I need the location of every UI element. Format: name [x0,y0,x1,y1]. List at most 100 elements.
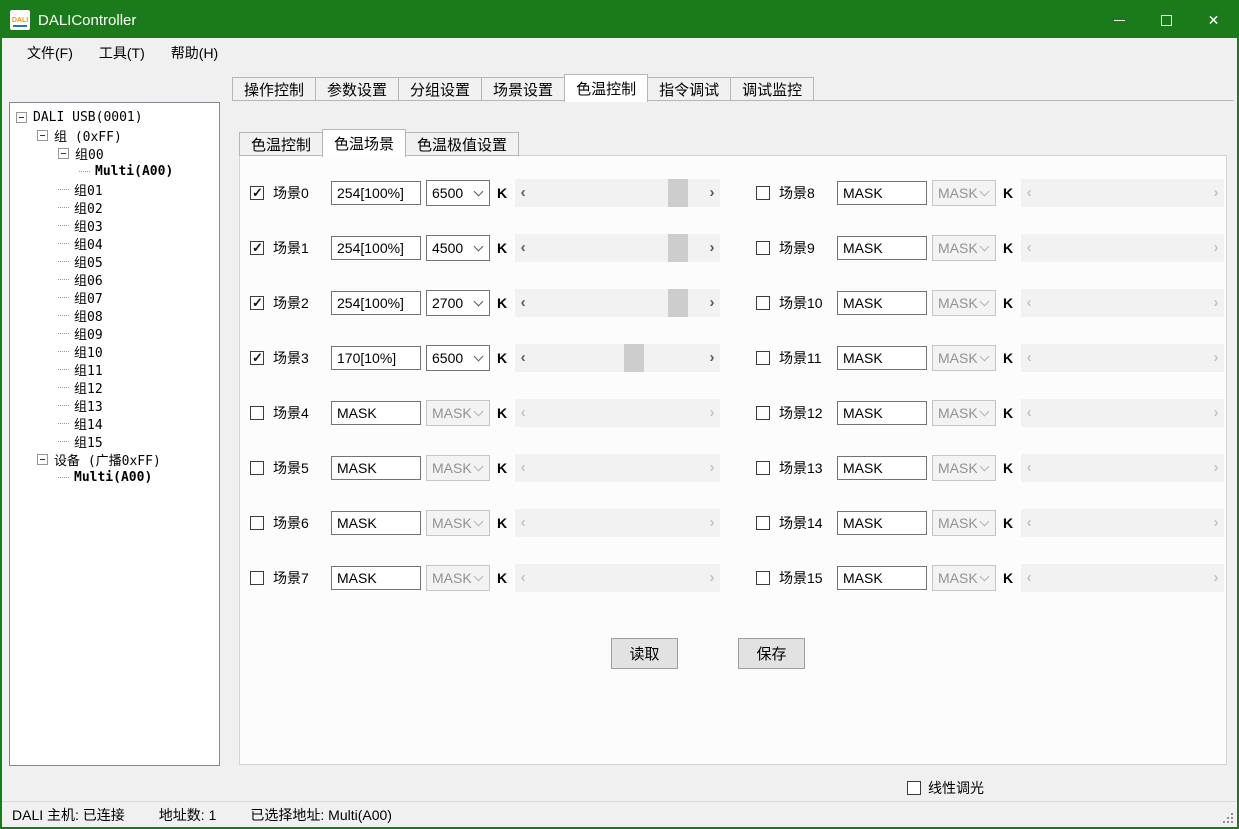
scene-temp-dropdown[interactable]: MASK [932,399,996,426]
scene-checkbox[interactable] [250,295,264,311]
scrollbar-thumb[interactable] [667,178,688,207]
tree-node-group14[interactable]: 组14 [10,414,219,433]
scene-scrollbar[interactable]: ‹ › [1021,398,1224,427]
scene-value-input[interactable] [331,400,421,425]
scene-temp-dropdown[interactable]: 2700 [426,289,490,316]
minimize-button[interactable] [1096,2,1143,38]
collapse-icon[interactable] [58,147,69,159]
scene-temp-dropdown[interactable]: 6500 [426,179,490,206]
scene-value-input[interactable] [837,290,927,315]
scene-scrollbar[interactable]: ‹ › [515,288,720,317]
scroll-left-icon[interactable]: ‹ [1026,239,1032,256]
scrollbar-track[interactable] [1037,234,1208,262]
tab-parameter-settings[interactable]: 参数设置 [315,77,400,101]
tree-node-device-multi[interactable]: Multi(A00) [10,468,219,486]
tree-node-group08[interactable]: 组08 [10,306,219,325]
scene-scrollbar[interactable]: ‹ › [515,178,720,207]
scroll-right-icon[interactable]: › [1213,294,1219,311]
scene-value-input[interactable] [837,400,927,425]
collapse-icon[interactable] [16,111,27,123]
maximize-button[interactable] [1143,2,1190,38]
scene-scrollbar[interactable]: ‹ › [1021,508,1224,537]
scroll-right-icon[interactable]: › [709,569,715,586]
tree-node-device-broadcast[interactable]: 设备 (广播0xFF) [10,450,219,469]
scroll-left-icon[interactable]: ‹ [520,239,526,256]
scene-value-input[interactable] [837,345,927,370]
scene-checkbox[interactable] [756,405,770,420]
scroll-left-icon[interactable]: ‹ [1026,569,1032,586]
scene-value-input[interactable] [331,345,421,370]
scene-value-input[interactable] [331,510,421,535]
scene-checkbox[interactable] [250,460,264,475]
scene-temp-dropdown[interactable]: MASK [932,564,996,591]
scene-scrollbar[interactable]: ‹ › [515,508,720,537]
scene-scrollbar[interactable]: ‹ › [1021,453,1224,482]
scene-temp-dropdown[interactable]: MASK [426,564,490,591]
collapse-icon[interactable] [37,453,48,465]
subtab-color-temp-scene[interactable]: 色温场景 [322,129,407,157]
scene-value-input[interactable] [331,235,421,260]
tab-color-temp-control[interactable]: 色温控制 [564,74,649,102]
tree-node-group11[interactable]: 组11 [10,360,219,379]
scene-scrollbar[interactable]: ‹ › [1021,233,1224,262]
scroll-right-icon[interactable]: › [709,404,715,421]
tree-node-group15[interactable]: 组15 [10,432,219,451]
tab-debug-monitor[interactable]: 调试监控 [730,77,815,101]
scrollbar-track[interactable] [531,288,704,317]
scrollbar-thumb[interactable] [667,233,688,262]
scroll-right-icon[interactable]: › [709,459,715,476]
tree-node-group13[interactable]: 组13 [10,396,219,415]
scene-scrollbar[interactable]: ‹ › [515,453,720,482]
scroll-right-icon[interactable]: › [1213,404,1219,421]
menu-help[interactable]: 帮助(H) [170,45,219,61]
scene-value-input[interactable] [837,455,927,480]
scroll-left-icon[interactable]: ‹ [1026,349,1032,366]
scroll-right-icon[interactable]: › [709,184,715,201]
scene-checkbox[interactable] [756,240,770,255]
menu-file[interactable]: 文件(F) [27,45,73,61]
scene-checkbox[interactable] [756,460,770,475]
subtab-color-temp-limits[interactable]: 色温极值设置 [405,132,520,156]
scene-checkbox[interactable] [250,515,264,530]
scene-temp-dropdown[interactable]: 4500 [426,234,490,261]
scrollbar-track[interactable] [1037,289,1208,317]
scene-value-input[interactable] [837,235,927,260]
tree-node-group00[interactable]: 组00 [10,144,219,163]
tab-grouping-settings[interactable]: 分组设置 [398,77,483,101]
scene-temp-dropdown[interactable]: MASK [932,179,996,206]
scene-checkbox[interactable] [756,570,770,585]
scroll-left-icon[interactable]: ‹ [1026,294,1032,311]
scene-temp-dropdown[interactable]: MASK [932,234,996,261]
subtab-color-temp-control[interactable]: 色温控制 [239,132,324,156]
tree-node-group07[interactable]: 组07 [10,288,219,307]
scene-checkbox[interactable] [756,515,770,530]
scroll-right-icon[interactable]: › [1213,514,1219,531]
scene-temp-dropdown[interactable]: MASK [426,454,490,481]
scene-value-input[interactable] [837,180,927,205]
scroll-right-icon[interactable]: › [1213,239,1219,256]
scrollbar-track[interactable] [531,454,704,482]
scrollbar-track[interactable] [1037,454,1208,482]
scrollbar-track[interactable] [531,399,704,427]
scroll-left-icon[interactable]: ‹ [1026,404,1032,421]
scroll-right-icon[interactable]: › [1213,569,1219,586]
tree-node-group06[interactable]: 组06 [10,270,219,289]
scrollbar-track[interactable] [1037,344,1208,372]
tab-operation-control[interactable]: 操作控制 [232,77,317,101]
scene-checkbox[interactable] [250,570,264,585]
tree-node-multi[interactable]: Multi(A00) [10,162,219,180]
scene-value-input[interactable] [331,565,421,590]
scene-checkbox[interactable] [756,185,770,200]
tree-node-group12[interactable]: 组12 [10,378,219,397]
scene-temp-dropdown[interactable]: 6500 [426,344,490,371]
resize-grip[interactable] [1231,821,1233,823]
scene-temp-dropdown[interactable]: MASK [426,399,490,426]
tree-node-group10[interactable]: 组10 [10,342,219,361]
scroll-right-icon[interactable]: › [1213,459,1219,476]
tab-command-debug[interactable]: 指令调试 [647,77,732,101]
scroll-right-icon[interactable]: › [709,349,715,366]
scrollbar-track[interactable] [531,178,704,207]
scene-value-input[interactable] [331,455,421,480]
scrollbar-track[interactable] [1037,564,1208,592]
scrollbar-track[interactable] [531,509,704,537]
